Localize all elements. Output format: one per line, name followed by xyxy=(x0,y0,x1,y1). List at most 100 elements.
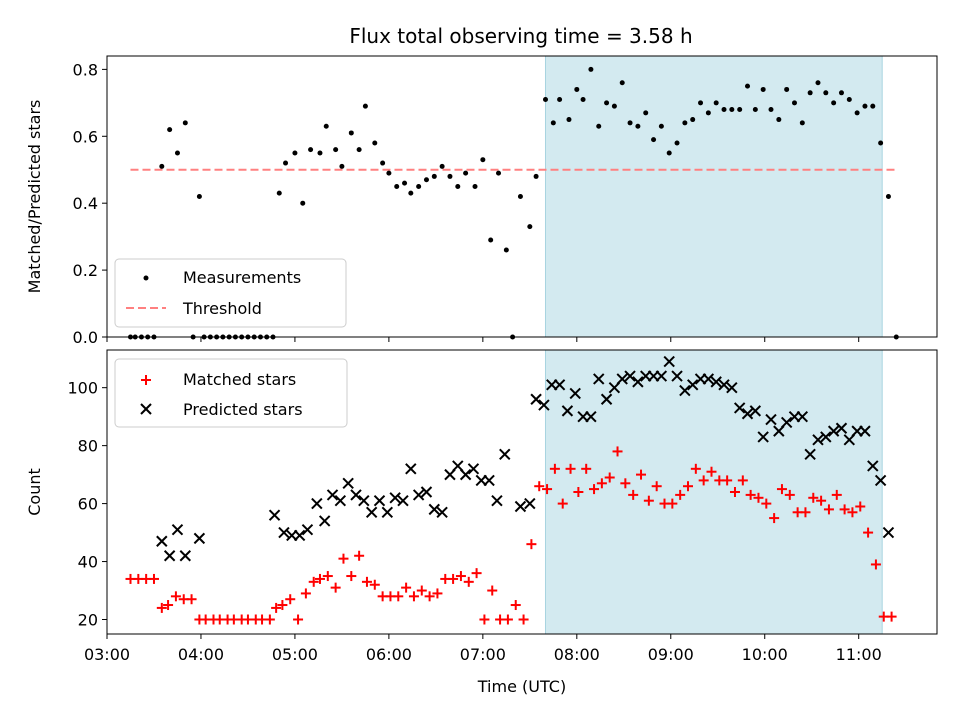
x-diag2 xyxy=(624,370,636,382)
x-diag2 xyxy=(412,489,425,501)
matched-star-point xyxy=(148,573,159,584)
matched-star-point xyxy=(534,481,545,492)
matched-star-point xyxy=(573,487,584,497)
measurement-point xyxy=(721,107,727,113)
x-diag2 xyxy=(530,393,542,405)
y-tick-label: 0.8 xyxy=(73,60,98,79)
measurement-point xyxy=(159,163,165,169)
matched-star-point xyxy=(330,582,341,593)
matched-star-point xyxy=(542,484,553,495)
matched-star-point xyxy=(847,507,858,518)
measurement-point xyxy=(870,103,876,109)
predicted-star-point xyxy=(318,515,331,527)
x-diag2 xyxy=(827,425,840,437)
measurement-point xyxy=(752,107,758,113)
measurement-point xyxy=(463,170,469,176)
measurement-point xyxy=(402,180,408,186)
x-diag2 xyxy=(718,379,730,391)
matched-star-point xyxy=(322,571,333,582)
predicted-star-point xyxy=(365,506,378,518)
predicted-star-point xyxy=(268,509,281,521)
predicted-star-point xyxy=(405,463,417,475)
matched-star-point xyxy=(839,504,850,515)
x-diag2 xyxy=(741,408,754,420)
x-diag2 xyxy=(796,410,809,423)
predicted-star-point xyxy=(358,494,370,507)
x-diag2 xyxy=(163,550,176,562)
matched-star-point xyxy=(722,475,733,486)
x-diag2 xyxy=(179,550,192,562)
measurement-point xyxy=(862,103,868,109)
measurement-point xyxy=(196,194,202,199)
predicted-star-point xyxy=(326,489,339,501)
x-diag2 xyxy=(483,474,495,487)
predicted-star-point xyxy=(679,384,691,397)
measurement-point xyxy=(182,120,188,126)
x-diag2 xyxy=(381,506,394,518)
predicted-star-point xyxy=(585,410,597,423)
matched-star-point xyxy=(816,495,827,506)
measurement-point xyxy=(588,66,594,72)
measurement-point xyxy=(455,183,461,189)
matched-star-point xyxy=(277,600,288,611)
measurement-point xyxy=(333,147,339,153)
y-tick-label: 20 xyxy=(78,611,98,630)
x-tick-label: 11:00 xyxy=(836,645,882,664)
x-diag2 xyxy=(585,410,597,423)
measurement-point xyxy=(619,80,625,86)
predicted-star-point xyxy=(655,370,668,382)
predicted-star-point xyxy=(632,376,644,388)
matched-star-point xyxy=(416,585,427,596)
predicted-star-point xyxy=(726,381,738,394)
legend-measurements-marker xyxy=(143,275,149,281)
predicted-star-point xyxy=(827,425,840,437)
matched-star-point xyxy=(620,478,631,489)
matched-star-point xyxy=(784,489,795,500)
matched-star-point xyxy=(675,489,686,500)
measurement-point xyxy=(339,163,345,169)
matched-star-point xyxy=(424,591,435,602)
x-diag2 xyxy=(820,431,832,443)
bottom-panel-frame xyxy=(106,349,938,635)
predicted-star-point xyxy=(293,529,306,542)
matched-star-point xyxy=(354,550,365,561)
matched-star-point xyxy=(393,591,404,602)
matched-star-point xyxy=(455,571,466,582)
x-diag2 xyxy=(671,370,683,382)
x-diag2 xyxy=(679,384,691,397)
measurement-point xyxy=(729,107,735,113)
measurement-point xyxy=(611,103,617,109)
measurement-point xyxy=(439,163,445,169)
chart-title: Flux total observing time = 3.58 h xyxy=(349,24,692,48)
matched-star-point xyxy=(170,591,181,602)
matched-star-point xyxy=(753,492,764,503)
predicted-star-point xyxy=(796,410,809,423)
matched-star-point xyxy=(401,582,412,593)
x-diag2 xyxy=(326,489,339,501)
matched-star-point xyxy=(643,495,654,506)
predicted-star-point xyxy=(459,468,472,481)
measurement-point xyxy=(394,183,400,189)
predicted-star-point xyxy=(616,373,628,385)
measurement-point xyxy=(799,120,805,126)
predicted-star-point xyxy=(765,413,777,426)
bottom-y-axis-label: Count xyxy=(25,468,44,516)
x-diag2 xyxy=(358,494,370,507)
measurement-point xyxy=(496,170,502,176)
x-diag2 xyxy=(553,379,566,391)
x-diag2 xyxy=(726,381,738,394)
matched-star-point xyxy=(776,484,787,495)
matched-star-point xyxy=(264,614,275,625)
measurement-point xyxy=(527,224,533,230)
measurement-point xyxy=(713,100,719,106)
x-diag2 xyxy=(812,434,824,446)
measurement-point xyxy=(838,90,844,96)
matched-star-point xyxy=(369,579,380,590)
measurement-point xyxy=(372,140,378,146)
bottom-panel: 03:00 04:00 05:00 06:00 07:00 08:00 09:00 10:00… xyxy=(25,349,938,696)
measurement-point xyxy=(823,90,829,96)
measurement-point xyxy=(356,147,362,153)
predicted-star-point xyxy=(412,489,425,501)
y-tick-label: 60 xyxy=(78,495,98,514)
